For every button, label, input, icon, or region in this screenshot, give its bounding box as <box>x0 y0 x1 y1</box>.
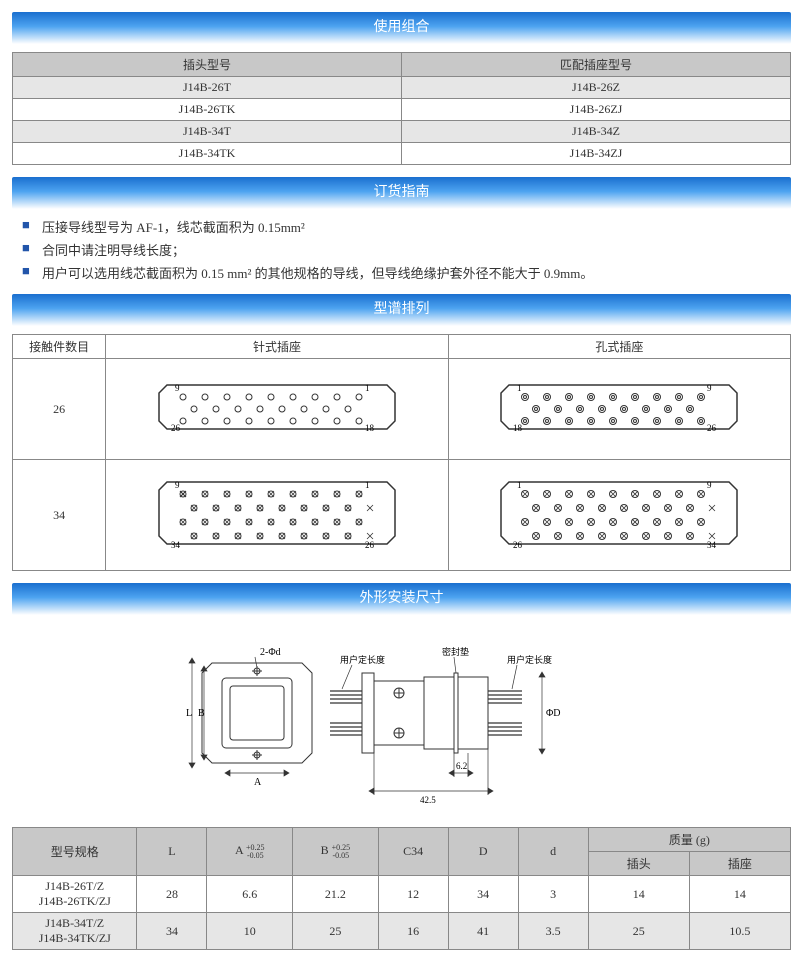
dim-cell: 16 <box>378 913 448 950</box>
dim-cell: 14 <box>689 876 790 913</box>
svg-text:1: 1 <box>517 383 522 393</box>
spectrum-contact-count: 34 <box>13 460 106 571</box>
dim-cell: 25 <box>293 913 379 950</box>
dim-header-socket: 插座 <box>689 852 790 876</box>
dim-cell: 3.5 <box>518 913 588 950</box>
spectrum-col-socket: 孔式插座 <box>448 335 790 359</box>
svg-text:L: L <box>186 708 192 719</box>
dim-cell: 25 <box>588 913 689 950</box>
svg-text:26: 26 <box>365 540 375 550</box>
section-header-guide: 订货指南 <box>12 177 791 209</box>
svg-text:9: 9 <box>175 480 180 490</box>
dim-header-model: 型号规格 <box>13 828 137 876</box>
combo-cell: J14B-34Z <box>402 121 791 143</box>
dim-header-B: B +0.25-0.05 <box>293 828 379 876</box>
svg-text:9: 9 <box>707 383 712 393</box>
combo-header-plug: 插头型号 <box>13 53 402 77</box>
pin-schematic-34: 9 1 34 26 <box>106 460 448 571</box>
svg-text:1: 1 <box>365 480 370 490</box>
guide-item: 用户可以选用线芯截面积为 0.15 mm² 的其他规格的导线，但导线绝缘护套外径… <box>22 263 791 282</box>
svg-text:9: 9 <box>175 383 180 393</box>
svg-text:2-Φd: 2-Φd <box>260 647 281 658</box>
dim-cell: 28 <box>137 876 207 913</box>
socket-schematic-26: 1 9 18 26 <box>448 359 790 460</box>
dim-header-L: L <box>137 828 207 876</box>
combo-cell: J14B-26Z <box>402 77 791 99</box>
dim-cell: 6.6 <box>207 876 293 913</box>
svg-text:ΦD: ΦD <box>546 708 561 719</box>
spectrum-col-contacts: 接触件数目 <box>13 335 106 359</box>
pin-schematic-26: 9 1 26 18 <box>106 359 448 460</box>
dim-cell: 21.2 <box>293 876 379 913</box>
svg-text:1: 1 <box>365 383 370 393</box>
svg-text:34: 34 <box>707 540 717 550</box>
dim-cell: 12 <box>378 876 448 913</box>
svg-text:用户定长度: 用户定长度 <box>340 654 385 665</box>
svg-text:18: 18 <box>513 423 523 433</box>
svg-text:26: 26 <box>707 423 717 433</box>
guide-item: 合同中请注明导线长度； <box>22 240 791 259</box>
dim-cell: 41 <box>448 913 518 950</box>
dim-cell: 3 <box>518 876 588 913</box>
dim-cell-model: J14B-34T/ZJ14B-34TK/ZJ <box>13 913 137 950</box>
ordering-guide-list: 压接导线型号为 AF-1，线芯截面积为 0.15mm² 合同中请注明导线长度； … <box>12 217 791 282</box>
dim-header-d: d <box>518 828 588 876</box>
svg-text:34: 34 <box>171 540 181 550</box>
combination-table: 插头型号 匹配插座型号 J14B-26TJ14B-26Z J14B-26TKJ1… <box>12 52 791 165</box>
dim-cell: 10 <box>207 913 293 950</box>
svg-text:B: B <box>198 708 205 719</box>
combo-header-socket: 匹配插座型号 <box>402 53 791 77</box>
svg-text:6.2: 6.2 <box>456 761 467 771</box>
svg-text:A: A <box>254 777 262 788</box>
dim-header-plug: 插头 <box>588 852 689 876</box>
dim-header-mass: 质量 (g) <box>588 828 790 852</box>
svg-text:密封垫: 密封垫 <box>442 646 469 657</box>
dim-cell: 34 <box>137 913 207 950</box>
dim-header-D: D <box>448 828 518 876</box>
dim-header-C34: C34 <box>378 828 448 876</box>
spectrum-table: 接触件数目 针式插座 孔式插座 26 9 1 26 18 <box>12 334 791 571</box>
svg-text:1: 1 <box>517 480 522 490</box>
combo-cell: J14B-34TK <box>13 143 402 165</box>
svg-text:26: 26 <box>513 540 523 550</box>
dim-cell: 14 <box>588 876 689 913</box>
spectrum-col-pin: 针式插座 <box>106 335 448 359</box>
combo-cell: J14B-26ZJ <box>402 99 791 121</box>
dim-cell: 34 <box>448 876 518 913</box>
dim-header-A: A +0.25-0.05 <box>207 828 293 876</box>
combo-cell: J14B-34ZJ <box>402 143 791 165</box>
guide-item: 压接导线型号为 AF-1，线芯截面积为 0.15mm² <box>22 217 791 236</box>
svg-text:26: 26 <box>171 423 181 433</box>
svg-text:用户定长度: 用户定长度 <box>507 654 552 665</box>
socket-schematic-34: 1 9 26 34 <box>448 460 790 571</box>
section-header-spectrum: 型谱排列 <box>12 294 791 326</box>
combo-cell: J14B-34T <box>13 121 402 143</box>
dim-cell: 10.5 <box>689 913 790 950</box>
dim-cell-model: J14B-26T/ZJ14B-26TK/ZJ <box>13 876 137 913</box>
svg-text:9: 9 <box>707 480 712 490</box>
svg-text:18: 18 <box>365 423 375 433</box>
svg-text:42.5: 42.5 <box>420 795 436 805</box>
combo-cell: J14B-26TK <box>13 99 402 121</box>
section-header-dimensions: 外形安装尺寸 <box>12 583 791 615</box>
combo-cell: J14B-26T <box>13 77 402 99</box>
section-header-combo: 使用组合 <box>12 12 791 44</box>
spectrum-contact-count: 26 <box>13 359 106 460</box>
dimension-drawing: 2-Φd L B A 用户定长度 密封垫 用户定长度 6.2 <box>12 623 791 817</box>
